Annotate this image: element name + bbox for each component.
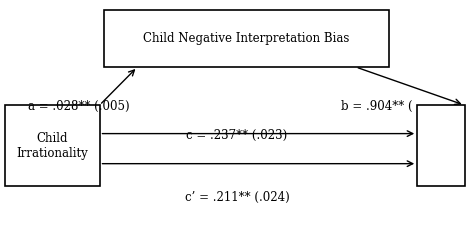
Text: a = .028** (.005): a = .028** (.005) [28,100,130,113]
FancyBboxPatch shape [5,105,100,186]
FancyBboxPatch shape [417,105,465,186]
FancyBboxPatch shape [104,10,389,67]
Text: b = .904** (: b = .904** ( [341,100,413,113]
Text: Child
Irrationality: Child Irrationality [16,132,88,160]
Text: Child Negative Interpretation Bias: Child Negative Interpretation Bias [143,32,350,45]
Text: c’ = .211** (.024): c’ = .211** (.024) [185,191,289,204]
Text: c = .237** (.023): c = .237** (.023) [186,129,288,141]
